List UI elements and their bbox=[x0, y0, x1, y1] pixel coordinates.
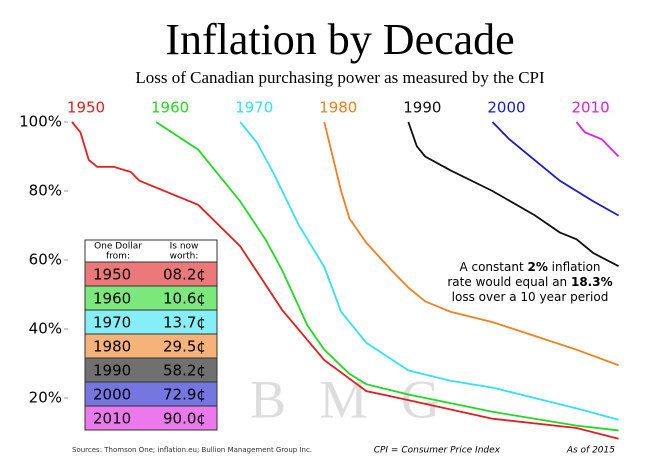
table-worth: 29.5¢ bbox=[163, 338, 206, 356]
table-worth: 58.2¢ bbox=[163, 362, 206, 380]
table-header: Is now bbox=[170, 242, 199, 252]
table-worth: 10.6¢ bbox=[163, 290, 206, 308]
table-year: 2000 bbox=[93, 386, 131, 404]
y-tick-label: 100% bbox=[19, 113, 62, 131]
table-worth: 90.0¢ bbox=[163, 410, 206, 428]
series-line bbox=[155, 121, 619, 432]
table-header: worth: bbox=[170, 252, 199, 262]
series-label: 1990 bbox=[403, 99, 441, 117]
cpi-note: CPI = Consumer Price Index bbox=[374, 446, 501, 456]
annotation-part: A constant bbox=[459, 260, 527, 274]
y-tick-label: 20% bbox=[29, 389, 62, 407]
y-tick-label: 60% bbox=[29, 251, 62, 269]
table-year: 1950 bbox=[93, 266, 131, 284]
annotation-part: 18.3% bbox=[571, 275, 613, 289]
series-label: 2000 bbox=[487, 99, 525, 117]
chart-subtitle: Loss of Canadian purchasing power as mea… bbox=[135, 68, 545, 87]
series-line bbox=[491, 121, 620, 217]
table-year: 1960 bbox=[93, 290, 131, 308]
table-row bbox=[84, 405, 218, 431]
annotation-part: inflation bbox=[548, 260, 601, 274]
annotation: A constant 2% inflation bbox=[459, 260, 600, 274]
table-year: 1970 bbox=[93, 314, 131, 332]
table-header: from: bbox=[106, 252, 130, 262]
series-label: 1960 bbox=[151, 99, 189, 117]
table-row bbox=[84, 285, 218, 311]
series-label: 1950 bbox=[67, 99, 105, 117]
chart-title: Inflation by Decade bbox=[165, 15, 514, 64]
series-label: 1980 bbox=[319, 99, 357, 117]
series-line bbox=[575, 121, 620, 158]
table-header: One Dollar bbox=[94, 242, 142, 252]
annotation: loss over a 10 year period bbox=[452, 290, 609, 304]
annotation-part: rate would equal an bbox=[447, 275, 571, 289]
table-year: 1990 bbox=[93, 362, 131, 380]
series-line bbox=[71, 121, 619, 440]
table-worth: 13.7¢ bbox=[163, 314, 206, 332]
table-row bbox=[84, 333, 218, 359]
series-line bbox=[407, 121, 620, 268]
annotation-part: 2% bbox=[527, 260, 547, 274]
table-worth: 08.2¢ bbox=[163, 266, 206, 284]
y-tick-label: 40% bbox=[29, 320, 62, 338]
table-year: 2010 bbox=[93, 410, 131, 428]
series-line bbox=[239, 121, 619, 421]
table-worth: 72.9¢ bbox=[163, 386, 206, 404]
table-year: 1980 bbox=[93, 338, 131, 356]
series-label: 1970 bbox=[235, 99, 273, 117]
y-tick-label: 80% bbox=[29, 182, 62, 200]
series-line bbox=[323, 121, 619, 367]
table-row bbox=[84, 381, 218, 407]
series-label: 2010 bbox=[571, 99, 609, 117]
annotation-part: loss over a 10 year period bbox=[452, 290, 609, 304]
as-of: As of 2015 bbox=[566, 446, 615, 456]
sources: Sources: Thomson One; inflation.eu; Bull… bbox=[72, 446, 312, 454]
annotation: rate would equal an 18.3% bbox=[447, 275, 612, 289]
